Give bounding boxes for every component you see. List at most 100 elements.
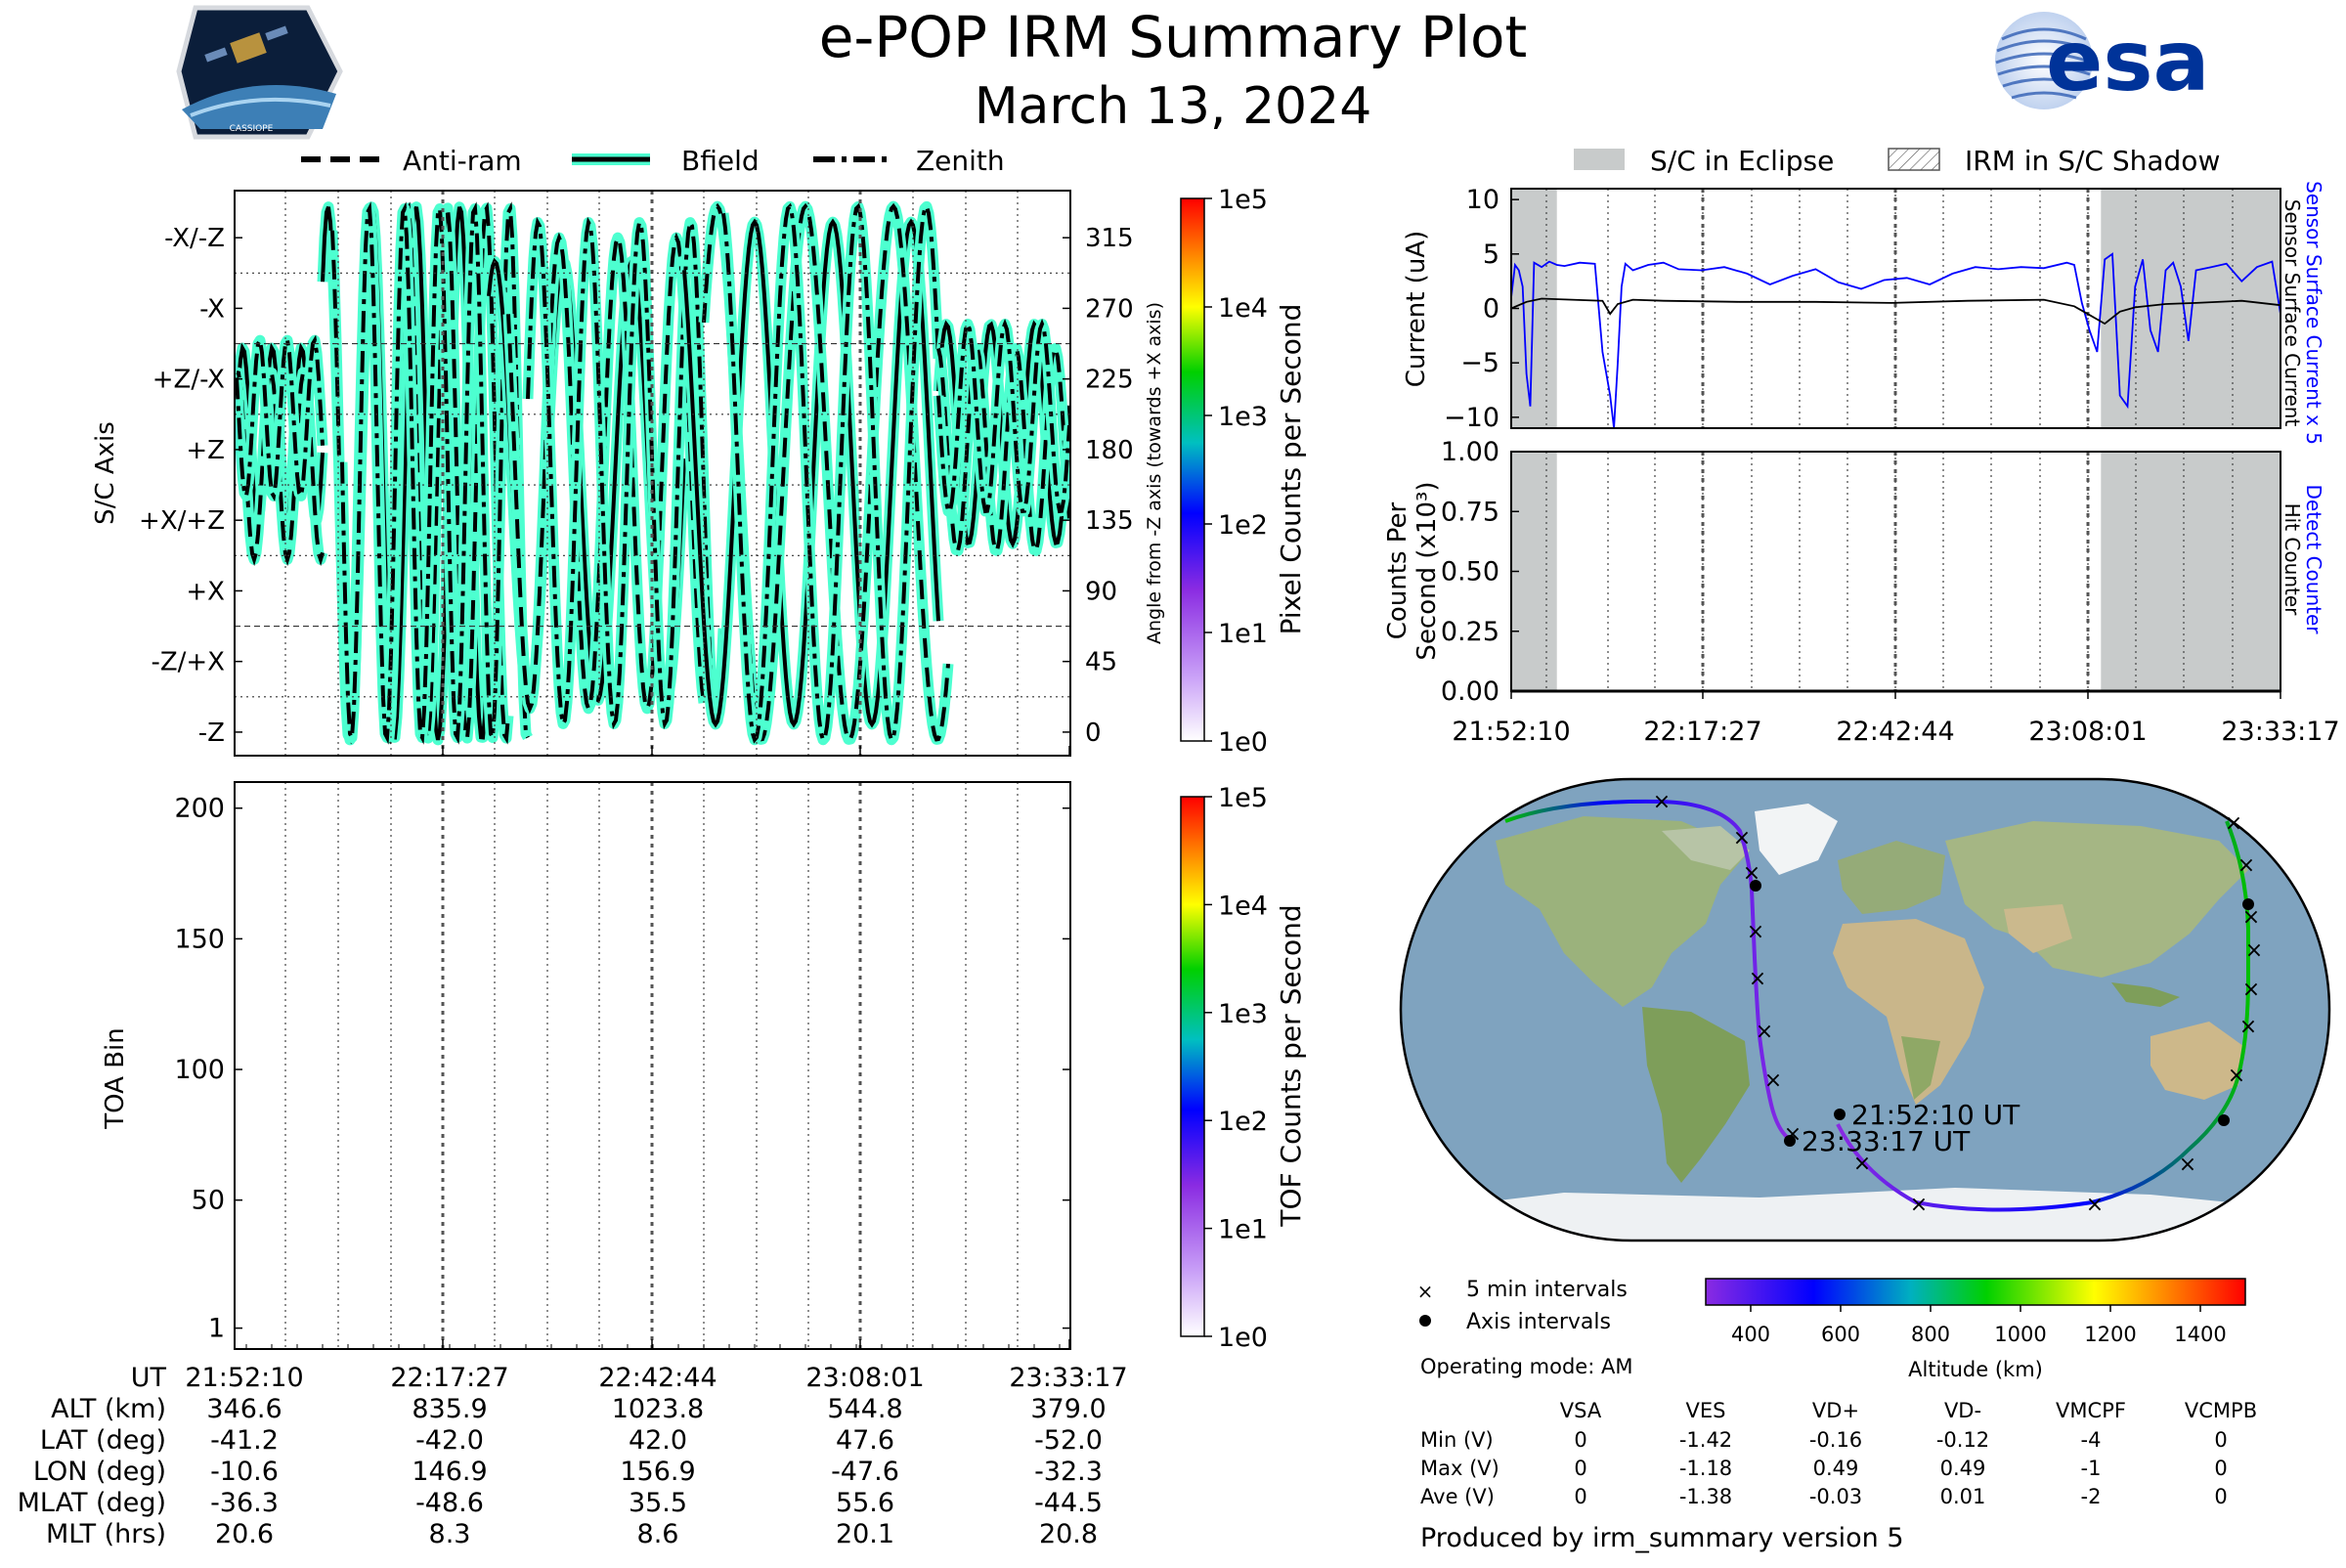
five-min-marker: × [2086,1193,2104,1217]
voltage-cell: 0 [1574,1485,1586,1508]
counts-x-tick-label: 21:52:10 [1452,717,1570,747]
attitude-ylabel: S/C Axis [91,421,120,525]
start-label: 21:52:10 UT [1851,1099,2020,1131]
altitude-colorbar-bar [1705,1278,2246,1306]
voltage-row-label: Max (V) [1420,1457,1499,1480]
colorbar-tick-label: 1e5 [1218,783,1268,813]
altitude-tick-label: 1400 [2174,1323,2226,1346]
voltage-cell: 0 [2214,1457,2227,1480]
attitude-axis-label: +Z [186,436,225,465]
five-min-marker: × [1756,1020,1773,1044]
ephemeris-cell: 22:17:27 [390,1363,508,1393]
ground-track-map: ×××××××××× ××××××××× 21:52:10 UT 23:33:17… [1399,777,2331,1242]
legend-shadow-swatch [1888,148,1940,171]
pixel-colorbar: 1e5 1e4 1e3 1e2 1e1 1e0 Pixel Counts per Seco… [1180,185,1307,758]
altitude-tick-label: 1200 [2084,1323,2136,1346]
axis-interval-marker [2218,1114,2230,1126]
toa-tick-label: 1 [208,1314,225,1344]
attitude-axis-label: +Z/-X [152,366,225,395]
altitude-colorbar: 400 600 800 1000 1200 1400 Altitude (km) [1705,1278,2246,1381]
voltage-header: VD- [1944,1399,1981,1422]
ephemeris-cell: 23:08:01 [805,1363,924,1393]
colorbar-tick-label: 1e1 [1218,1215,1268,1245]
attitude-axis-label: -X/-Z [164,224,225,253]
voltage-cell: -1.42 [1679,1428,1732,1452]
attitude-angle-tick: 135 [1085,506,1134,536]
five-min-marker: × [2242,978,2260,1002]
axis-interval-marker [1750,880,1761,892]
attitude-right-label: Angle from -Z axis (towards +X axis) [1144,302,1165,644]
voltage-cell: -1.38 [1679,1485,1732,1508]
voltage-cell: -1 [2081,1457,2102,1480]
ephemeris-cell: -36.3 [210,1488,279,1518]
series-surface-current [1510,297,2281,326]
pixel-colorbar-bar [1180,197,1205,742]
current-legend: S/C in Eclipse IRM in S/C Shadow [1574,145,2220,177]
map-frame [1399,777,2331,1242]
altitude-tick-label: 1000 [1994,1323,2046,1346]
ephemeris-cell: 1023.8 [612,1394,704,1424]
voltage-cell: -0.12 [1936,1428,1989,1452]
five-min-marker: × [1910,1193,1928,1217]
counts-tick-label: 0.25 [1441,617,1499,647]
current-panel: 10 5 0 −5 −10 Current (uA) Sensor Surface Cu… [1402,181,2325,445]
current-tick-label: 0 [1483,294,1499,325]
svg-text:esa: esa [2046,13,2210,110]
attitude-axis-label: -X [199,294,225,324]
altitude-tick-label: 400 [1731,1323,1770,1346]
ephemeris-cell: 8.6 [637,1519,679,1549]
five-min-marker: × [2228,1064,2245,1088]
voltage-cell: 0.49 [1940,1457,1986,1480]
current-tick-label: −10 [1444,403,1499,433]
five-min-marker: × [1853,1152,1871,1176]
current-tick-label: 10 [1466,185,1499,215]
operating-mode: Operating mode: AM [1420,1355,1632,1378]
ephemeris-cell: 544.8 [827,1394,902,1424]
counts-x-tick-label: 23:08:01 [2028,717,2147,747]
current-tick-label: 5 [1483,240,1499,270]
altitude-tick-label: 600 [1821,1323,1860,1346]
ephemeris-cell: 23:33:17 [1009,1363,1127,1393]
legend-cross-marker: × [1417,1280,1434,1303]
five-min-marker: × [1764,1068,1782,1093]
map-legend: × 5 min intervals Axis intervals [1417,1278,1628,1334]
ground-track-east [1836,820,2250,1212]
ephemeris-cell: -48.6 [415,1488,484,1518]
legend-axis: Axis intervals [1466,1310,1611,1334]
trace-zenith [340,201,530,745]
attitude-panel: -X/-Z -X +Z/-X +Z +X/+Z +X -Z/+X -Z 315 270 225 180… [91,190,1165,757]
trace-zenith [721,202,940,744]
counts-ylabel-line2: Second (x10³) [1412,481,1442,660]
counts-ylabel-line1: Counts Per [1383,501,1412,639]
tof-colorbar: 1e5 1e4 1e3 1e2 1e1 1e0 TOF Counts per Second [1180,783,1307,1353]
five-min-marker: × [1653,790,1671,814]
ephemeris-cell: -47.6 [831,1457,899,1487]
voltage-cell: 0.49 [1813,1457,1859,1480]
voltage-cell: -0.03 [1809,1485,1862,1508]
tof-colorbar-label: TOF Counts per Second [1275,904,1307,1227]
counts-tick-label: 0.50 [1441,557,1499,588]
ephemeris-cell: -10.6 [210,1457,279,1487]
voltage-header: VD+ [1812,1399,1859,1422]
pixel-colorbar-label: Pixel Counts per Second [1275,304,1307,635]
voltage-cell: -1.18 [1679,1457,1732,1480]
plot-date: March 13, 2024 [975,77,1372,136]
toa-tick-label: 100 [174,1055,225,1085]
voltage-header: VES [1686,1399,1726,1422]
attitude-axis-label: -Z/+X [151,648,225,677]
counts-x-tick-label: 23:33:17 [2221,717,2339,747]
ephemeris-row-label: LON (deg) [33,1457,166,1487]
end-marker [1784,1135,1796,1147]
attitude-angle-tick: 225 [1085,366,1134,395]
tof-colorbar-bar [1180,796,1205,1337]
colorbar-tick-label: 1e2 [1218,510,1268,541]
attitude-legend: Anti-ram Bfield Zenith [301,145,1005,177]
colorbar-tick-label: 1e1 [1218,619,1268,649]
svg-text:CASSIOPE: CASSIOPE [230,124,274,134]
trace-zenith [936,318,1070,514]
ephemeris-cell: -44.5 [1034,1488,1103,1518]
ephemeris-cell: 55.6 [836,1488,894,1518]
ephemeris-cell: 8.3 [429,1519,471,1549]
current-tick-label: −5 [1460,348,1499,378]
counts-right-label-blue: Detect Counter [2302,485,2325,635]
